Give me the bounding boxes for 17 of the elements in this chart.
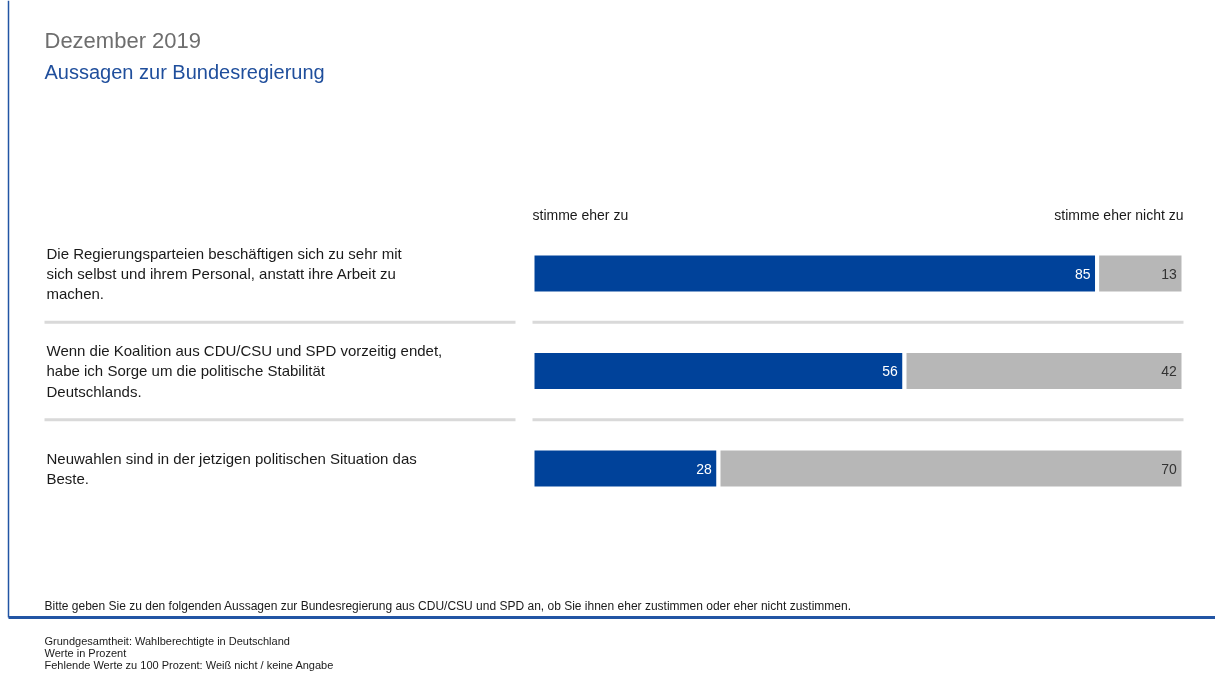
text: stimme eher zu (532, 206, 629, 223)
data-label: 56 (882, 363, 899, 379)
text: Fehlende Werte zu 100 Prozent: Weiß nicht / keine Angabe (44, 658, 334, 671)
y-tick-label: Die Regierungsparteien beschäftigen sich zu sehr mit sich selbst und ihrem Personal, anstatt ihre Arbeit zu machen. (46, 244, 403, 303)
data-label: 13 (1161, 265, 1178, 282)
text: stimme eher nicht zu (1054, 206, 1184, 223)
y-tick-label: Wenn die Koalition aus CDU/CSU und SPD vorzeitig endet, habe ich Sorge um die politische Stabilität Deutschlands. (46, 342, 443, 400)
text: Bitte geben Sie zu den folgenden Aussagen zur Bundesregierung aus CDU/CSU und SPD an, ob Sie ihnen eher zustimmen oder eher nicht zustimmen. (44, 598, 851, 613)
text: Aussagen zur Bundesregierung (44, 60, 325, 83)
data-label: 70 (1161, 460, 1178, 477)
text: Werte in Prozent (44, 646, 127, 659)
y-tick-label: Neuwahlen sind in der jetzigen politischen Situation das Beste. (46, 449, 417, 488)
text: Grundgesamtheit: Wahlberechtigte in Deutschland (44, 634, 290, 647)
data-label: 28 (696, 460, 713, 477)
data-label: 42 (1161, 363, 1178, 379)
data-label: 85 (1074, 265, 1091, 282)
text: Dezember 2019 (44, 28, 202, 53)
